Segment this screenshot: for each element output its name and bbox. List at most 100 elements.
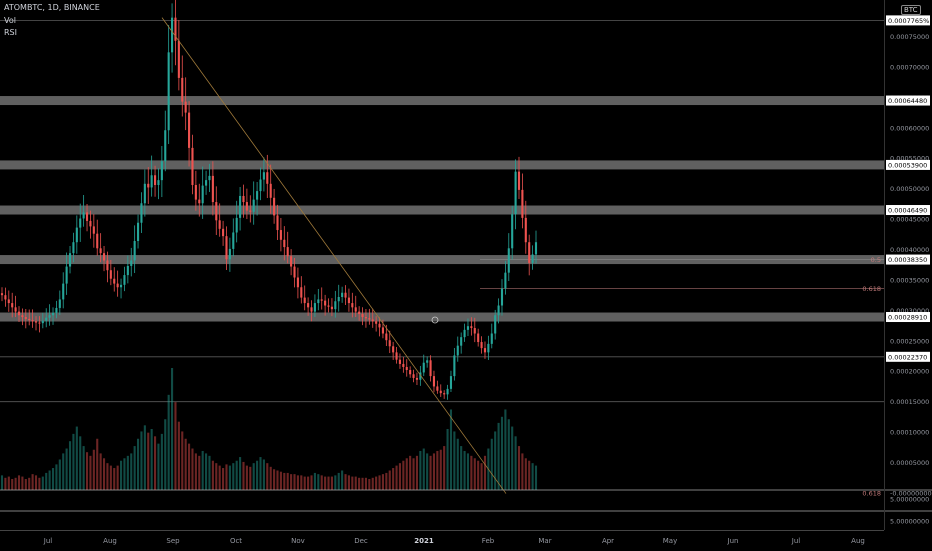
candle [487,343,490,353]
candle [341,292,344,297]
candle [446,388,449,395]
volume-bar [412,458,415,490]
candle [504,272,507,289]
volume-bar [276,470,279,490]
price-label-box [886,205,930,216]
volume-bar [324,476,327,490]
volume-bar [65,448,68,490]
volume-bar [511,426,514,490]
candle [432,376,436,387]
candle [171,17,174,53]
candle [279,230,282,240]
volume-bar [31,474,34,490]
time-axis[interactable] [0,530,884,551]
time-tick-label: Dec [354,537,368,545]
candle [99,248,102,254]
volume-bar [415,455,419,490]
candle [51,312,55,316]
price-tick-label: 0.00040000 [890,246,929,254]
candle [283,239,286,248]
candle [378,323,381,328]
candle [130,260,133,266]
candle [313,303,316,312]
candle [494,315,497,334]
candle [45,317,48,321]
trendline [161,17,507,494]
candle [483,348,487,353]
candle [34,321,38,323]
price-label-box [886,15,930,26]
volume-bar [24,479,27,490]
volume-bar [218,465,221,490]
volume-bar [96,438,99,490]
candle [24,317,27,319]
candle [75,227,78,243]
volume-bar [398,463,402,490]
candle [358,311,361,315]
price-tick-label: 0.00070000 [890,63,929,71]
sr-zone [0,312,884,322]
candle [201,185,204,204]
volume-bar [72,433,75,490]
candle [242,195,245,203]
volume-bar [58,459,61,490]
candle [490,333,493,344]
candle [290,256,293,267]
volume-bar [154,436,157,490]
candle [351,303,354,308]
candle [106,260,109,271]
candle [375,321,378,324]
candle [119,284,123,288]
time-tick-label: Sep [166,537,180,545]
candle [347,297,350,304]
volume-legend: Vol [4,16,16,25]
volume-bar [449,409,453,490]
candle [198,199,201,204]
volume-bar [259,457,262,490]
price-label-text: 0.00046490 [888,207,927,215]
volume-bar [388,470,391,490]
time-tick-label: Jul [43,537,53,545]
volume-bar [123,458,126,490]
volume-bar [307,476,310,490]
candle [17,311,21,316]
volume-bar [330,476,333,490]
volume-bar [235,460,238,490]
candle [429,360,432,377]
volume-bar [358,477,361,490]
volume-bar [429,455,432,490]
volume-bar [225,464,228,490]
candle [65,266,68,284]
volume-bar [296,475,299,490]
volume-bar [337,472,340,490]
candle [228,248,231,260]
volume-bar [82,446,85,490]
volume-bar [463,450,466,490]
volume-bar [317,474,320,490]
time-tick-label: 2021 [414,537,434,545]
candle [252,199,255,212]
currency-badge[interactable]: BTC [901,5,921,15]
candle [500,288,504,306]
candle [307,303,310,308]
volume-bar [344,474,347,490]
volume-bar [68,441,72,490]
sr-zone [0,205,884,215]
price-label-box [886,159,930,170]
time-tick-label: Jun [727,537,739,545]
candle [460,337,463,346]
volume-bar [113,468,116,490]
candle [181,77,184,102]
candle [381,327,384,334]
volume-bar [269,466,272,490]
price-label-text: 0.00038350 [888,256,927,264]
price-tick-label: 0.00055000 [890,155,929,163]
candle [136,222,140,242]
candle [466,326,470,330]
volume-bar [130,453,133,490]
price-axis[interactable] [884,0,932,530]
volume-bar [341,470,344,490]
volume-bar [402,460,405,490]
candle [436,386,439,391]
